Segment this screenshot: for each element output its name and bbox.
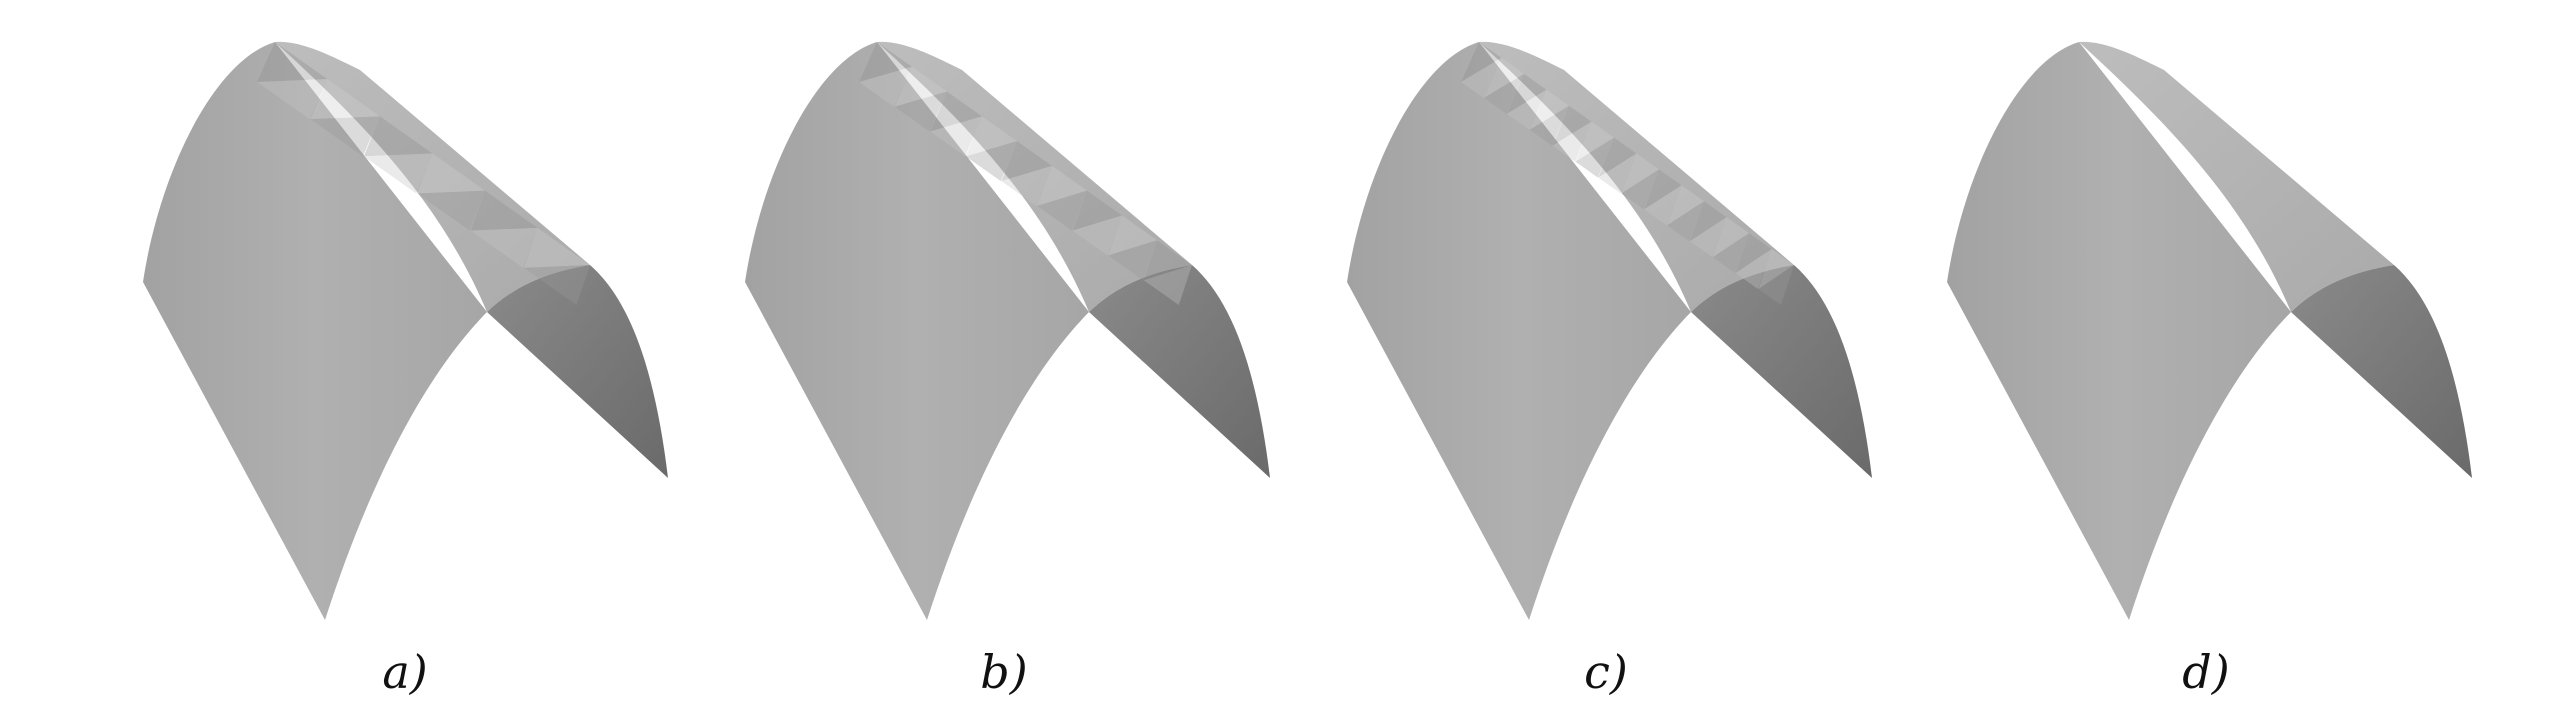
mesh-facet bbox=[1712, 217, 1749, 258]
mesh-facet bbox=[1529, 89, 1569, 130]
mesh-facet bbox=[1621, 153, 1659, 194]
mesh-facet bbox=[1108, 240, 1157, 281]
mesh-facet bbox=[1598, 153, 1637, 194]
panel-d bbox=[1947, 41, 2472, 620]
mesh-facet bbox=[257, 79, 328, 120]
mesh-facet bbox=[363, 153, 433, 194]
mesh-facet bbox=[1001, 165, 1052, 206]
mesh-facet bbox=[417, 190, 485, 231]
mesh-facet bbox=[1575, 121, 1614, 162]
mesh-facet bbox=[1689, 217, 1727, 258]
mesh-facet bbox=[470, 190, 538, 231]
mesh-facets bbox=[257, 42, 590, 305]
mesh-facet bbox=[1143, 240, 1192, 281]
mesh-facet bbox=[1758, 249, 1794, 290]
mesh-facet bbox=[894, 66, 947, 107]
surface-ridge bbox=[2079, 41, 2394, 312]
surface-front-face bbox=[1947, 42, 2291, 620]
mesh-facet bbox=[1108, 215, 1157, 256]
surface-front-face bbox=[143, 42, 487, 620]
panel-b bbox=[745, 41, 1270, 620]
mesh-facet bbox=[257, 42, 328, 82]
mesh-facet bbox=[1143, 265, 1192, 305]
surface-end-face bbox=[1089, 265, 1270, 478]
mesh-facet bbox=[1758, 265, 1794, 305]
surface-end-face bbox=[487, 265, 668, 478]
mesh-facet bbox=[1712, 233, 1749, 274]
mesh-facet bbox=[894, 91, 947, 132]
mesh-facets bbox=[859, 42, 1192, 305]
mesh-facet bbox=[1461, 57, 1502, 98]
panel-c bbox=[1347, 41, 1872, 620]
surface-end-face bbox=[1691, 265, 1872, 478]
mesh-facet bbox=[859, 42, 912, 82]
mesh-facet bbox=[363, 116, 433, 157]
panel-label-a: a) bbox=[382, 645, 427, 699]
mesh-facet bbox=[859, 66, 912, 107]
mesh-facet bbox=[965, 116, 1017, 157]
mesh-facet bbox=[1461, 42, 1502, 82]
mesh-facet bbox=[470, 227, 538, 268]
mesh-facet bbox=[1598, 137, 1637, 178]
mesh-facet bbox=[1689, 201, 1727, 242]
mesh-facet bbox=[524, 265, 590, 305]
panel-label-c: c) bbox=[1584, 645, 1628, 699]
surface-ridge bbox=[1479, 41, 1794, 312]
mesh-facet bbox=[1575, 137, 1614, 178]
mesh-facet bbox=[1529, 105, 1569, 146]
panel-a bbox=[143, 41, 668, 620]
mesh-facet bbox=[1644, 169, 1682, 210]
mesh-facet bbox=[1483, 73, 1524, 114]
mesh-facet bbox=[1552, 121, 1592, 162]
mesh-facet bbox=[1666, 185, 1704, 226]
mesh-facet bbox=[1072, 215, 1122, 256]
surface-end-face bbox=[2291, 265, 2472, 478]
surface-front-face bbox=[745, 42, 1089, 620]
panel-label-d: d) bbox=[2182, 645, 2229, 699]
mesh-facet bbox=[1037, 165, 1087, 206]
mesh-facet bbox=[310, 116, 380, 157]
panel-label-b: b) bbox=[980, 645, 1027, 699]
mesh-facet bbox=[310, 79, 380, 120]
mesh-facet bbox=[1621, 169, 1659, 210]
mesh-facet bbox=[965, 141, 1017, 182]
mesh-facet bbox=[1001, 141, 1052, 182]
mesh-facet bbox=[930, 116, 982, 157]
mesh-facet bbox=[1735, 233, 1772, 274]
mesh-facet bbox=[1072, 190, 1122, 231]
surface-front-face bbox=[1347, 42, 1691, 620]
mesh-facet bbox=[1506, 73, 1547, 114]
mesh-facet bbox=[524, 227, 590, 268]
mesh-facets bbox=[1461, 42, 1794, 305]
mesh-facet bbox=[1506, 89, 1547, 130]
mesh-facet bbox=[1552, 105, 1592, 146]
mesh-facet bbox=[1735, 249, 1772, 290]
mesh-facet bbox=[1483, 57, 1524, 98]
surface-ridge bbox=[275, 41, 590, 312]
mesh-facet bbox=[1666, 201, 1704, 242]
mesh-facet bbox=[417, 153, 485, 194]
mesh-facet bbox=[1644, 185, 1682, 226]
mesh-facet bbox=[1037, 190, 1087, 231]
surface-ridge bbox=[877, 41, 1192, 312]
mesh-facet bbox=[930, 91, 982, 132]
